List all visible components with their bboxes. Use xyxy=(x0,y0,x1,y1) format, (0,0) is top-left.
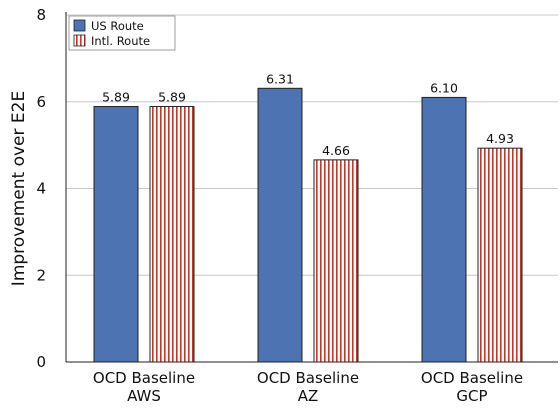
x-category-label: OCD Baseline AZ xyxy=(257,369,359,405)
bar-us-route-0 xyxy=(93,106,139,363)
bar-intl-route-1 xyxy=(313,159,359,363)
y-tick-label: 0 xyxy=(36,353,46,371)
y-tick-label: 2 xyxy=(36,266,46,284)
value-label: 4.93 xyxy=(486,131,514,146)
value-label: 5.89 xyxy=(102,90,130,105)
y-tick-label: 6 xyxy=(36,93,46,111)
legend-label: Intl. Route xyxy=(91,34,150,48)
legend-box xyxy=(68,15,176,51)
y-tick-label: 4 xyxy=(36,180,46,198)
value-label: 5.89 xyxy=(158,90,186,105)
value-label: 4.66 xyxy=(322,143,350,158)
y-tick-label: 8 xyxy=(36,6,46,24)
y-axis-title: Improvement over E2E xyxy=(9,91,29,286)
x-category-label: OCD Baseline GCP xyxy=(421,369,523,405)
legend-label: US Route xyxy=(91,19,144,33)
legend-swatch-us-route xyxy=(73,19,86,32)
bar-intl-route-0 xyxy=(149,106,195,363)
legend-swatch-intl-route xyxy=(73,34,86,47)
bar-intl-route-2 xyxy=(477,147,523,363)
bar-us-route-2 xyxy=(421,96,467,363)
value-label: 6.31 xyxy=(266,71,294,86)
bar-us-route-1 xyxy=(257,87,303,363)
x-category-label: OCD Baseline AWS xyxy=(93,369,195,405)
value-label: 6.10 xyxy=(430,80,458,95)
